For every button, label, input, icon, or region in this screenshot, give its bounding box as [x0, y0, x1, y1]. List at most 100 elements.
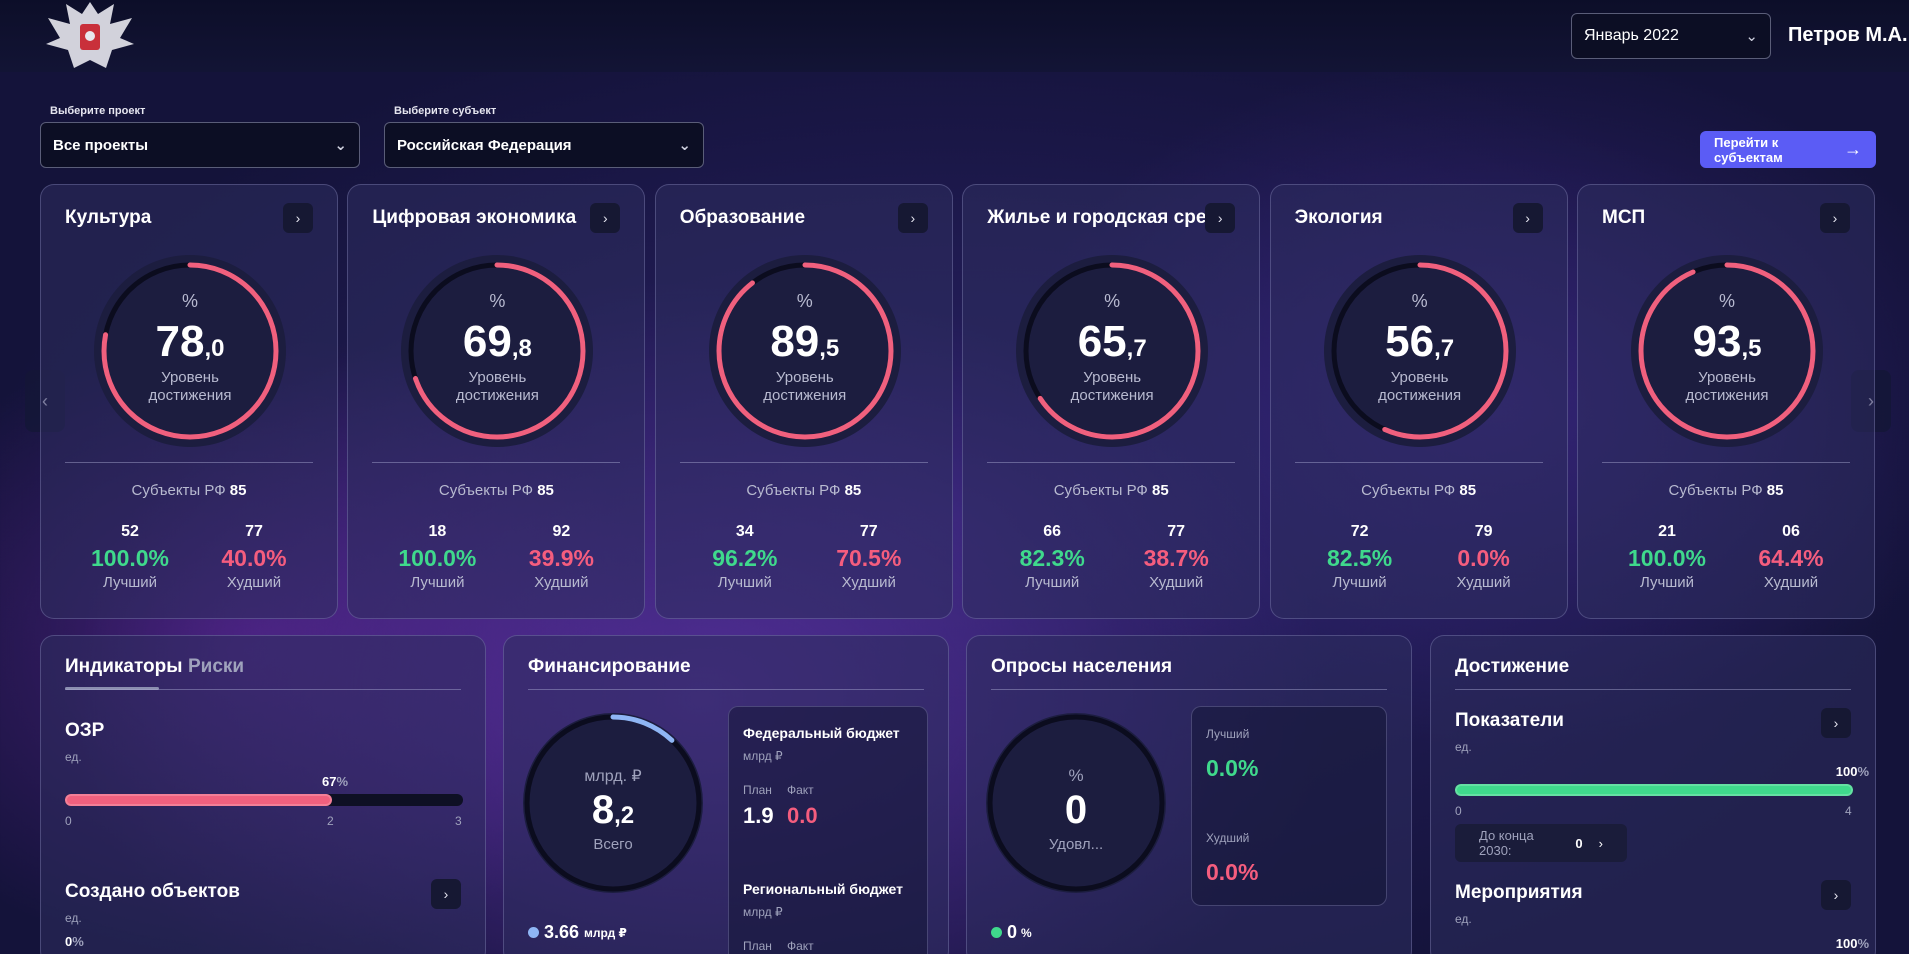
ring-caption-line2: достижения: [1070, 387, 1154, 404]
card-open-button[interactable]: ›: [1205, 203, 1236, 233]
card-open-button[interactable]: ›: [897, 203, 928, 233]
best-label: Лучший: [1332, 574, 1387, 591]
achievement-ring-chart: [1323, 255, 1516, 447]
card-divider: [679, 462, 928, 463]
best-count: 52: [121, 523, 139, 540]
coat-of-arms-icon: [46, 2, 134, 68]
tab-risks[interactable]: Риски: [188, 656, 245, 677]
worst-label: Худший: [1456, 574, 1511, 591]
best-count: 72: [1350, 523, 1369, 540]
events-title: Мероприятия: [1455, 882, 1583, 903]
panel-divider: [991, 689, 1387, 690]
ring-value-dec: ,7: [1126, 335, 1147, 362]
ring-caption-line2: достижения: [1378, 387, 1462, 404]
financing-legend: 3.66 млрд ₽: [528, 922, 627, 943]
best-stat: 72 82.5% Лучший: [1300, 523, 1420, 591]
ring-caption-line2: достижения: [1685, 387, 1769, 404]
best-pct: 100.0%: [90, 545, 169, 571]
ring-background: [1631, 255, 1823, 447]
survey-stats-box: Лучший 0.0% Худший 0.0%: [1191, 706, 1387, 906]
project-card[interactable]: Образование ›% 89,5 Уровень достижения Субъек…: [654, 184, 953, 619]
tab-indicators[interactable]: Индикаторы: [65, 656, 183, 677]
ring-pct-symbol: %: [796, 291, 813, 311]
worst-pct: 40.0%: [221, 545, 287, 571]
ring-pct-symbol: %: [489, 291, 506, 311]
financing-total-dec: ,2: [614, 802, 635, 829]
card-divider: [1602, 462, 1850, 463]
card-open-button[interactable]: ›: [1512, 203, 1543, 233]
created-details-button[interactable]: ›: [431, 879, 461, 909]
worst-count: 92: [552, 523, 571, 540]
worst-stat: 92 39.9% Худший: [501, 523, 621, 591]
ring-value-dec: ,8: [511, 335, 532, 362]
card-title: Культура: [65, 207, 152, 228]
subjects-number: 85: [1151, 482, 1169, 499]
events-details-button[interactable]: ›: [1821, 880, 1851, 910]
month-select[interactable]: Январь 2022 ⌄: [1571, 13, 1771, 59]
ring-background: [1016, 255, 1209, 447]
best-label: Лучший: [410, 574, 465, 591]
worst-stat: 77 70.5% Худший: [809, 523, 929, 591]
ozr-axis-mid: 2: [327, 814, 334, 828]
project-card[interactable]: Цифровая экономика › % 69,8 Уровень достижени…: [347, 184, 646, 619]
card-open-button[interactable]: ›: [1820, 203, 1850, 233]
best-pct: 82.5%: [1326, 545, 1393, 571]
ring-background: [708, 255, 901, 447]
ring-value-int: 56: [1385, 317, 1435, 366]
ring-value: 89,5: [705, 317, 905, 367]
events-pct: 100%: [1836, 936, 1869, 951]
events-pct-number: 100: [1835, 936, 1858, 951]
ring-center: % 69,8 Уровень достижения: [397, 251, 597, 451]
card-title: Цифровая экономика: [372, 207, 577, 228]
federal-fact-label: Факт: [787, 783, 814, 797]
financing-ring-chart: [523, 713, 703, 893]
worst-label: Худший: [1763, 574, 1819, 591]
financing-legend-value: 3.66: [544, 922, 580, 942]
ring-caption-line1: Уровень: [161, 369, 219, 386]
ring-center: % 89,5 Уровень достижения: [705, 251, 905, 451]
project-card[interactable]: Жилье и городская среда ›% 65,7 Уровень дост…: [962, 184, 1261, 619]
created-value-number: 0: [65, 934, 73, 949]
card-open-button[interactable]: ›: [283, 203, 313, 233]
project-card[interactable]: МСП ›% 93,5 Уровень достижения Субъекты РФ 85…: [1577, 184, 1875, 619]
subject-label: Выберите субъект: [394, 105, 497, 117]
card-divider: [65, 462, 313, 463]
ring-value-dec: ,5: [819, 335, 840, 362]
chevron-right-icon: ›: [443, 886, 449, 902]
project-card[interactable]: Культура ›% 78,0 Уровень достижения Субъекты …: [40, 184, 338, 619]
best-stat: 66 82.3% Лучший: [992, 523, 1112, 591]
subjects-count: Субъекты РФ 85: [1578, 482, 1874, 499]
go-to-subjects-button[interactable]: Перейти к субъектам →: [1700, 131, 1876, 168]
project-card[interactable]: Экология ›% 56,7 Уровень достижения Субъекты …: [1269, 184, 1568, 619]
survey-best-value: 0.0%: [1206, 755, 1259, 781]
panel-divider: [528, 689, 924, 690]
worst-stat: 79 0.0% Худший: [1424, 523, 1544, 591]
achievement-ring: % 78,0 Уровень достижения: [90, 251, 290, 451]
ozr-value-pct: %: [336, 774, 349, 789]
ring-caption-line1: Уровень: [775, 369, 834, 386]
chevron-right-icon: ›: [1832, 210, 1838, 226]
chevron-right-icon: ›: [295, 210, 301, 226]
ring-background: [94, 255, 286, 447]
subject-select[interactable]: Российская Федерация ⌄: [384, 122, 704, 168]
ring-caption: Уровень достижения: [705, 369, 905, 405]
until-2030-button[interactable]: До конца 2030: 0 ›: [1455, 824, 1627, 862]
achievement-ring: % 89,5 Уровень достижения: [705, 251, 905, 451]
best-pct: 82.3%: [1019, 545, 1085, 571]
worst-stat: 77 38.7% Худший: [1116, 523, 1236, 591]
card-open-button[interactable]: ›: [590, 203, 621, 233]
indicators-details-button[interactable]: ›: [1821, 708, 1851, 738]
ring-caption: Уровень достижения: [1627, 369, 1827, 405]
subjects-count: Субъекты РФ 85: [1271, 482, 1567, 499]
regional-fact-label: Факт: [787, 939, 814, 953]
achievement-ring: % 69,8 Уровень достижения: [397, 251, 597, 451]
project-select[interactable]: Все проекты ⌄: [40, 122, 360, 168]
regional-title: Региональный бюджет: [743, 881, 903, 897]
user-name[interactable]: Петров М.А.: [1788, 24, 1908, 46]
regional-plan-label: План: [743, 939, 772, 953]
project-label: Выберите проект: [50, 105, 146, 117]
survey-legend: 0 %: [991, 922, 1032, 943]
until-2030-value: 0: [1575, 835, 1583, 851]
subjects-count: Субъекты РФ 85: [963, 482, 1259, 499]
ring-value-int: 93: [1692, 317, 1742, 366]
